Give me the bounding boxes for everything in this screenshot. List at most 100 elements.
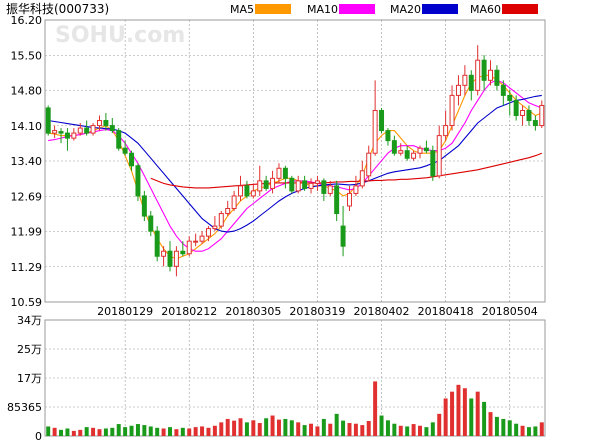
candle — [500, 80, 506, 106]
candle-body — [385, 130, 391, 142]
volume-bar — [507, 420, 512, 436]
candle-body — [423, 147, 429, 152]
volume-bar — [276, 419, 281, 436]
volume-bar — [366, 420, 371, 436]
candle-body — [334, 185, 340, 215]
candle — [347, 185, 352, 212]
volume-bar — [494, 416, 499, 436]
volume-bar — [155, 427, 160, 436]
price-tick-label: 14.80 — [11, 85, 43, 98]
candle — [173, 246, 179, 277]
candle-body — [122, 147, 128, 154]
volume-bar — [475, 391, 480, 436]
candle-body — [443, 125, 449, 137]
candle — [526, 105, 532, 126]
price-tick-label: 11.99 — [11, 226, 43, 239]
candle — [539, 100, 545, 129]
candle-body — [90, 125, 96, 134]
date-tick-label: 20180504 — [482, 305, 538, 318]
volume-bar — [321, 418, 326, 436]
volume-bar — [456, 384, 461, 436]
volume-bar — [161, 428, 166, 436]
candle — [353, 175, 359, 196]
volume-bar — [78, 429, 83, 436]
candle-body — [526, 109, 532, 122]
candle-body — [161, 250, 167, 257]
candle — [488, 60, 493, 86]
candle-body — [308, 182, 314, 189]
candle-body — [186, 240, 192, 255]
chart-title: 振华科技(000733) — [6, 2, 109, 16]
candle-body — [289, 177, 295, 192]
volume-bar — [142, 425, 147, 436]
candle-body — [475, 59, 481, 91]
volume-bar — [430, 422, 435, 436]
volume-bar — [116, 424, 121, 436]
volume-axis-ticks: 34万 25万 17万 85365 0 — [7, 314, 42, 440]
price-tick-label: 13.40 — [11, 155, 43, 168]
candle-body — [532, 120, 538, 127]
candle — [90, 123, 96, 136]
candle-body — [212, 225, 218, 230]
candle — [97, 115, 102, 131]
volume-grid — [44, 319, 546, 437]
volume-bar — [437, 413, 442, 436]
candle-body — [129, 152, 135, 167]
candle — [193, 233, 199, 247]
date-tick-label: 20180305 — [225, 305, 281, 318]
volume-bar — [283, 418, 288, 436]
candle — [109, 118, 115, 134]
volume-bar — [424, 427, 429, 436]
candle — [148, 211, 154, 237]
candle — [154, 226, 160, 262]
candle-body — [77, 127, 83, 134]
volume-tick-label: 25万 — [17, 343, 42, 356]
candle-body — [500, 84, 506, 96]
candle-body — [244, 185, 250, 197]
volume-bar — [148, 426, 153, 436]
candle — [404, 145, 410, 161]
candle — [321, 178, 327, 201]
candle — [250, 183, 256, 199]
volume-bar — [353, 423, 358, 436]
candle-body — [199, 235, 205, 242]
candle-body — [359, 170, 365, 187]
volume-bar — [405, 426, 410, 436]
volume-bar — [526, 427, 531, 436]
candle — [186, 236, 192, 257]
date-tick-label: 20180319 — [289, 305, 345, 318]
volume-bar — [334, 413, 339, 436]
legend-label-ma20: MA20 — [390, 3, 421, 16]
candle-body — [52, 130, 58, 134]
volume-bar — [193, 427, 198, 436]
ma-line-ma5 — [48, 74, 543, 260]
volume-bar — [59, 429, 64, 436]
volume-bar — [347, 423, 352, 436]
volume-bar — [302, 425, 307, 436]
candle — [468, 70, 474, 101]
volume-bar — [315, 426, 320, 436]
candle — [282, 165, 288, 189]
candle-body — [263, 180, 269, 189]
volume-bar — [129, 425, 134, 436]
volume-bars — [46, 381, 544, 436]
volume-bar — [418, 425, 422, 436]
candle-body — [218, 213, 224, 227]
candle-body — [58, 131, 64, 134]
candle-body — [109, 125, 115, 132]
candle — [218, 211, 224, 229]
candle — [520, 105, 526, 126]
candle — [52, 125, 58, 139]
volume-bar — [97, 429, 102, 436]
volume-bar — [443, 398, 448, 436]
candle — [443, 110, 449, 141]
volume-bar — [212, 425, 217, 436]
candle — [462, 65, 468, 96]
candle — [161, 246, 167, 267]
volume-bar — [65, 428, 70, 436]
volume-bar — [392, 423, 397, 436]
date-tick-label: 20180402 — [354, 305, 410, 318]
volume-bar — [91, 427, 96, 436]
candle-body — [45, 107, 51, 134]
price-tick-label: 15.50 — [11, 49, 43, 62]
